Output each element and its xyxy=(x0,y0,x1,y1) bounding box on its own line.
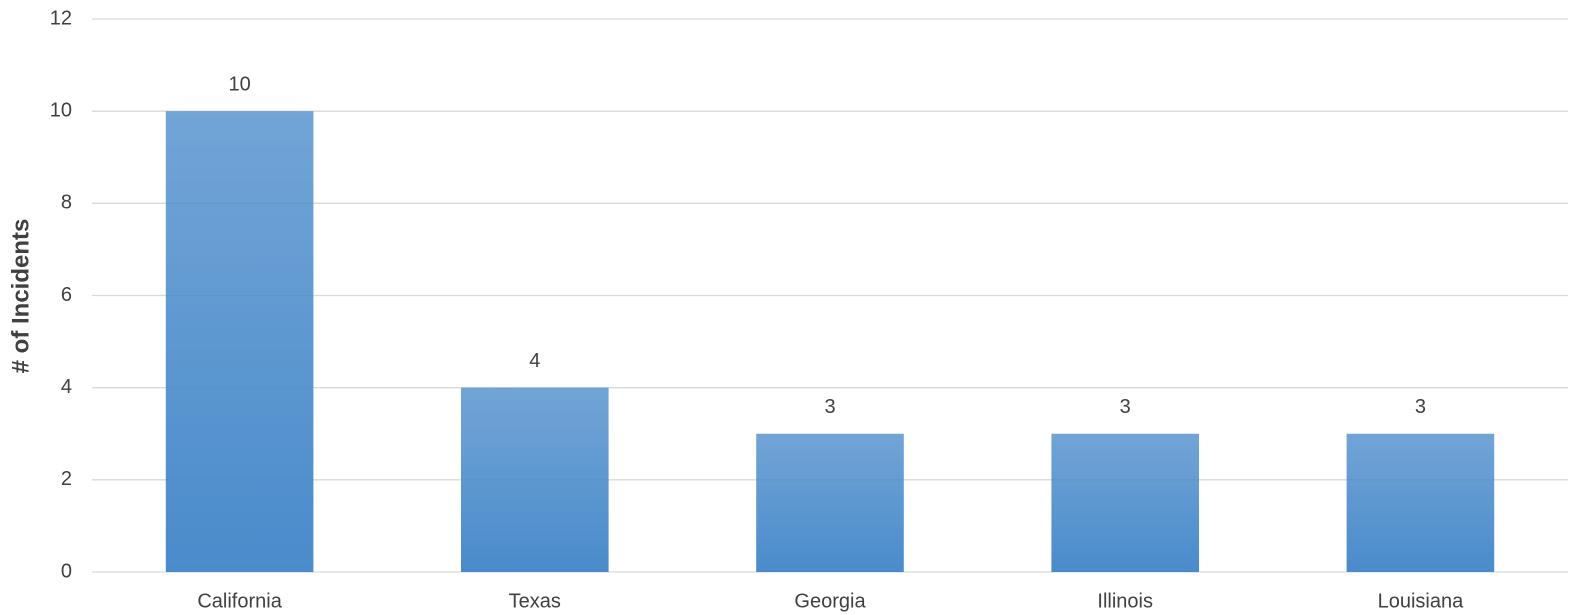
data-label: 10 xyxy=(228,73,250,95)
bar xyxy=(165,111,314,573)
y-tick-label: 6 xyxy=(61,284,72,306)
y-tick-label: 4 xyxy=(61,376,72,398)
x-tick-label: Georgia xyxy=(794,590,866,612)
bar xyxy=(756,433,904,572)
data-label: 4 xyxy=(529,350,540,372)
x-tick-label: Illinois xyxy=(1097,590,1153,612)
y-tick-label: 2 xyxy=(61,468,72,490)
y-tick-label: 10 xyxy=(50,99,72,121)
data-label: 3 xyxy=(824,396,835,418)
y-tick-label: 12 xyxy=(50,7,72,29)
y-tick-label: 0 xyxy=(61,560,72,582)
bar xyxy=(1051,433,1199,572)
y-axis-label: # of Incidents xyxy=(7,219,34,374)
data-label: 3 xyxy=(1415,396,1426,418)
y-tick-label: 8 xyxy=(61,192,72,214)
x-tick-label: California xyxy=(197,590,282,612)
x-tick-label: Louisiana xyxy=(1378,590,1465,612)
data-label: 3 xyxy=(1120,396,1131,418)
x-tick-label: Texas xyxy=(509,590,561,612)
bar xyxy=(1346,433,1495,572)
bar xyxy=(461,387,609,572)
